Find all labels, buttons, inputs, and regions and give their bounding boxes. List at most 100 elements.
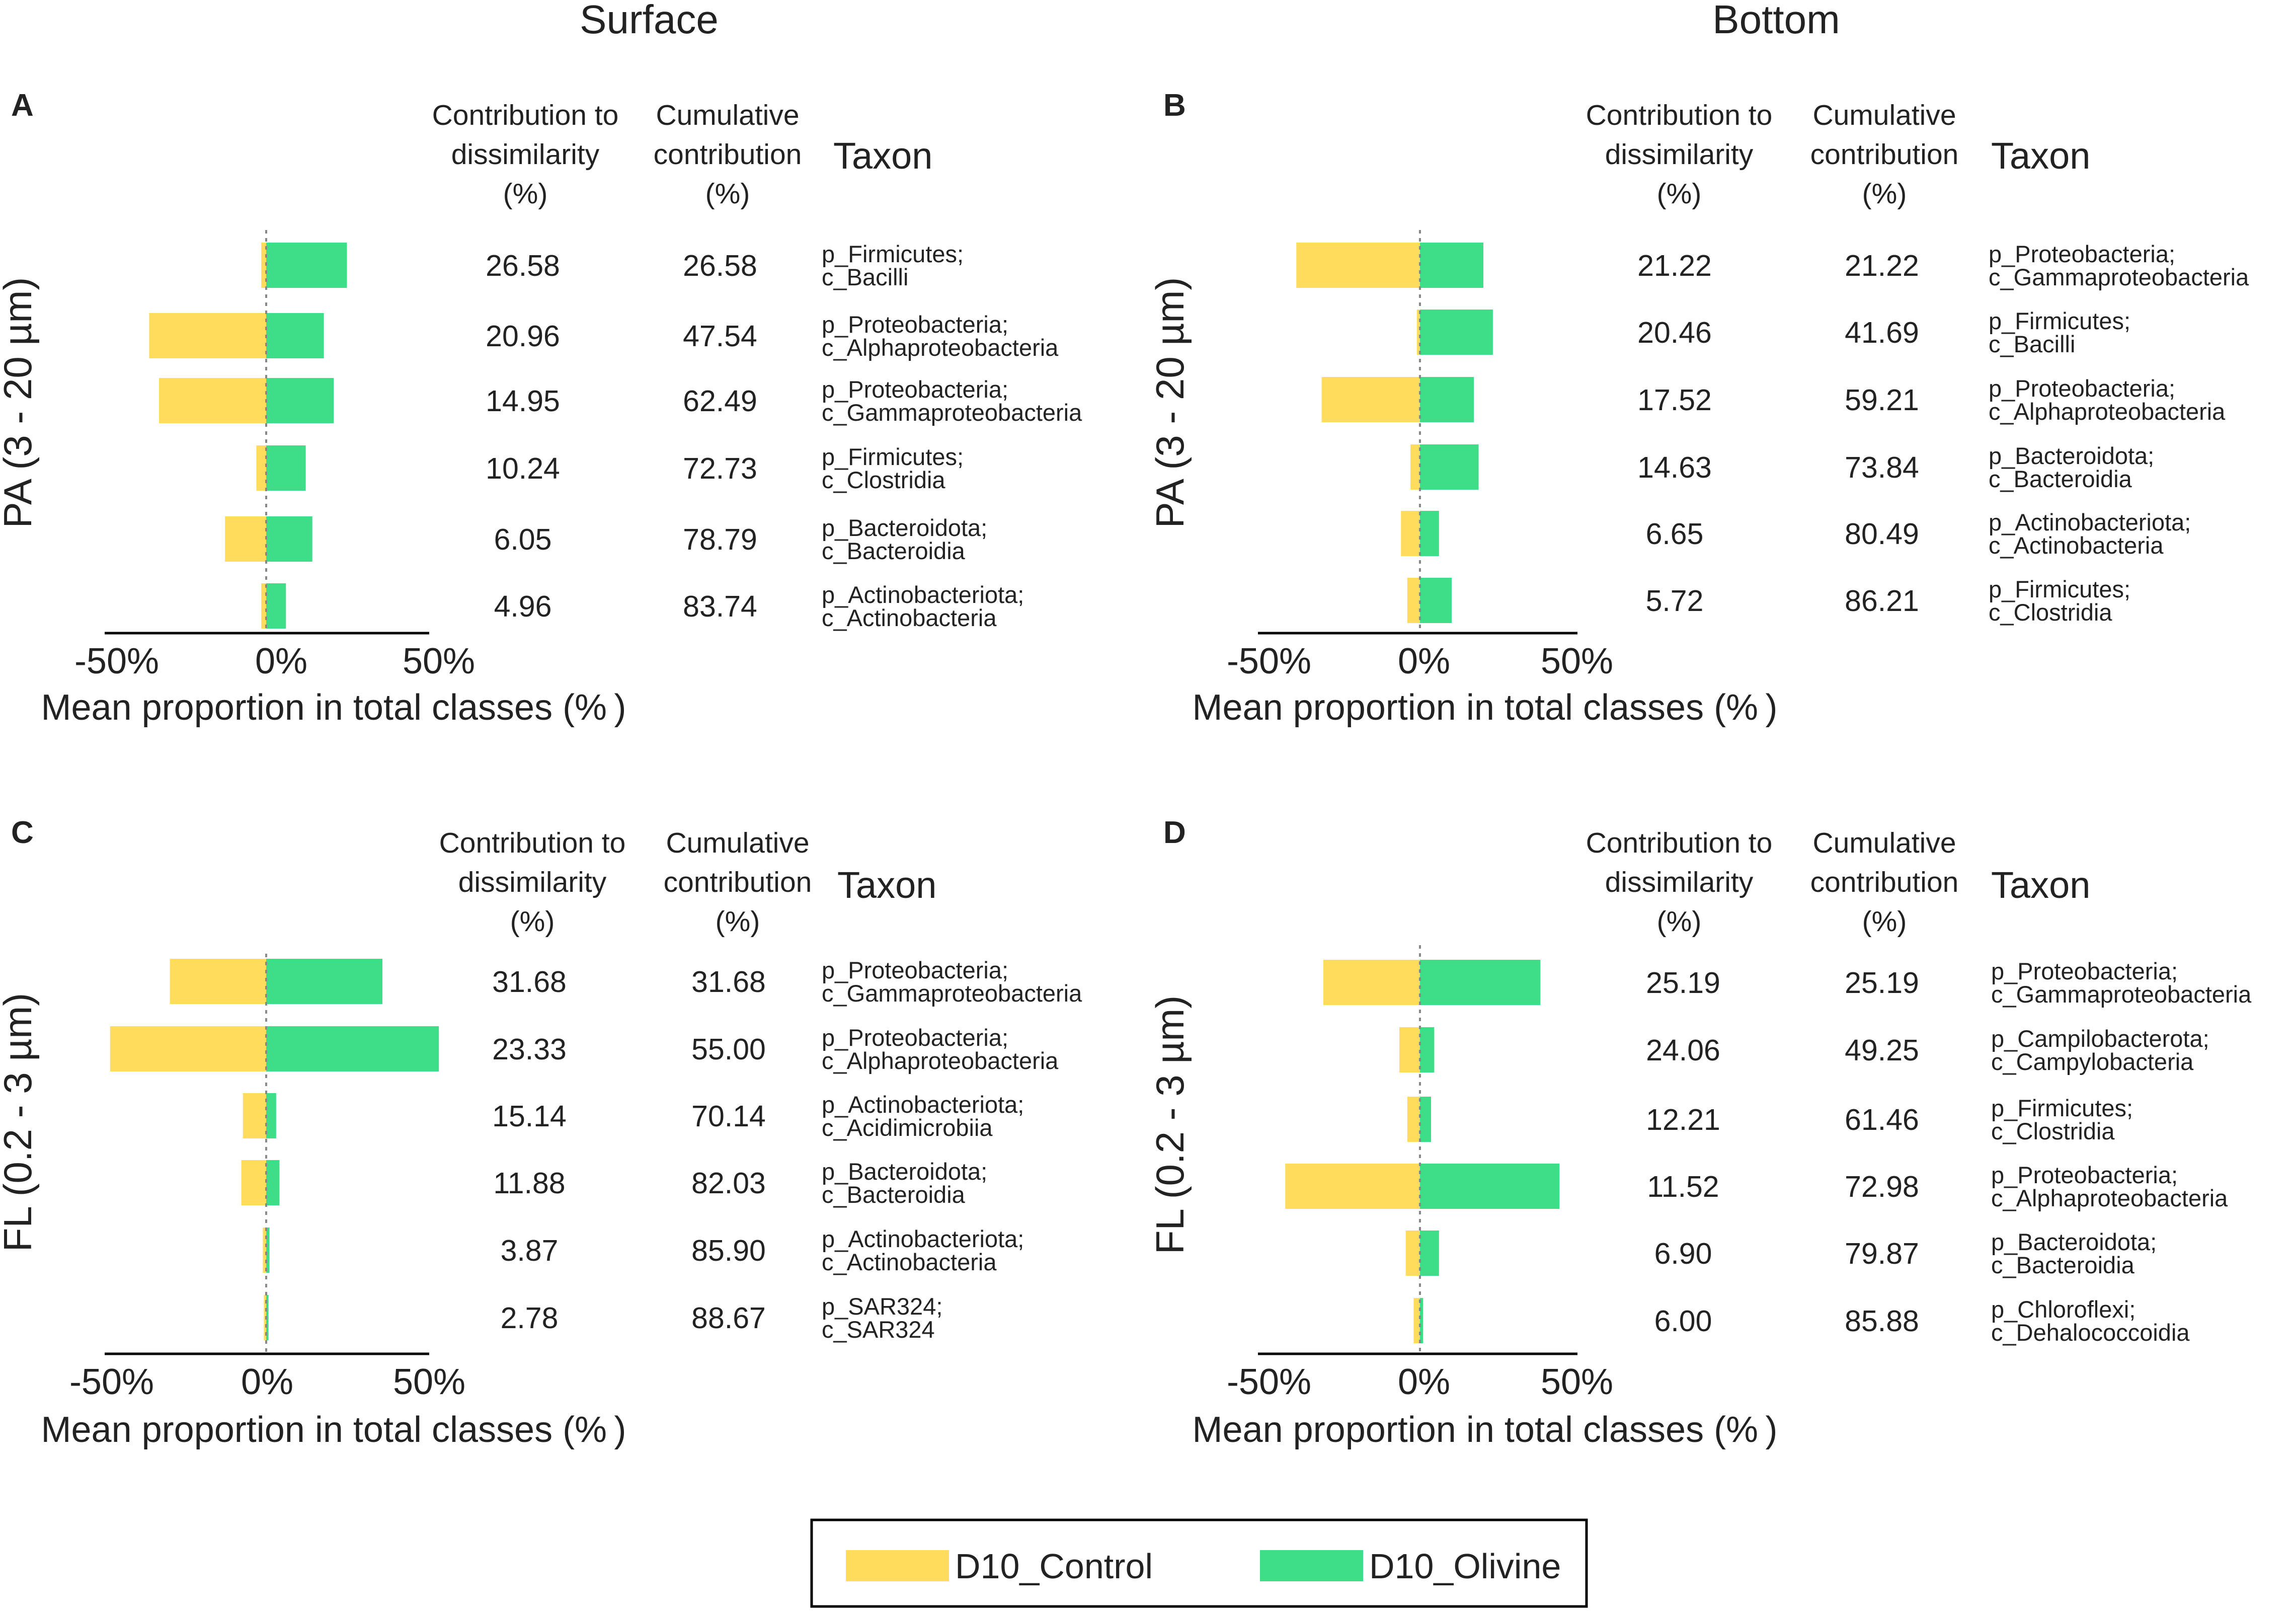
bar-control <box>1416 310 1420 355</box>
panel-c: C FL (0.2 - 3 µm) Contribution to dissimila… <box>0 815 1082 1450</box>
header-contribution-line: (%) <box>510 905 555 938</box>
taxon-class: c_Gammaproteobacteria <box>1989 264 2249 290</box>
x-tick-label: -50% <box>1227 641 1311 681</box>
taxon-class: c_Actinobacteria <box>1989 532 2164 559</box>
header-contribution-line: (%) <box>1657 905 1702 938</box>
panel-a: A PA (3 - 20 µm) Contribution to dissimilar… <box>0 88 1082 728</box>
value-contribution: 12.21 <box>1646 1103 1720 1136</box>
header-cumulative-line: (%) <box>716 905 760 938</box>
legend-box <box>810 1518 1588 1608</box>
value-contribution: 4.96 <box>494 590 552 623</box>
bar-olivine <box>1420 1027 1435 1072</box>
x-axis-label: Mean proportion in total classes (% ) <box>1193 687 1778 728</box>
value-cumulative: 82.03 <box>691 1167 766 1200</box>
x-tick-label: 0% <box>241 1362 293 1402</box>
legend-swatch-control <box>846 1550 949 1581</box>
taxon-phylum: p_Actinobacteriota; <box>822 1091 1024 1118</box>
taxon-class: c_Bacteroidia <box>822 538 966 564</box>
taxon-phylum: p_Actinobacteriota; <box>1989 509 2191 535</box>
value-contribution: 6.65 <box>1646 517 1704 551</box>
bar-olivine <box>266 1295 269 1340</box>
taxon-class: c_Gammaproteobacteria <box>1991 981 2252 1008</box>
value-cumulative: 79.87 <box>1845 1237 1919 1270</box>
bar-control <box>1405 1231 1420 1276</box>
panel-b: B PA (3 - 20 µm) Contribution to dissimilar… <box>1148 88 2249 728</box>
bar-control <box>256 445 266 491</box>
header-contribution-line: dissimilarity <box>1605 866 1754 898</box>
x-axis-label: Mean proportion in total classes (% ) <box>1193 1410 1778 1450</box>
taxon-phylum: p_Bacteroidota; <box>822 1158 987 1185</box>
bar-control <box>264 1295 266 1340</box>
value-cumulative: 31.68 <box>691 965 766 999</box>
header-contribution-line: Contribution to <box>1586 827 1773 859</box>
header-taxon: Taxon <box>1991 135 2090 177</box>
value-cumulative: 61.46 <box>1845 1103 1919 1136</box>
bar-olivine <box>1420 1164 1560 1209</box>
x-tick-label: 50% <box>403 641 475 681</box>
taxon-phylum: p_Actinobacteriota; <box>822 1225 1024 1252</box>
value-cumulative: 88.67 <box>691 1301 766 1335</box>
bar-olivine <box>1420 310 1493 355</box>
bar-olivine <box>1420 243 1483 288</box>
taxon-class: c_Bacilli <box>822 264 908 290</box>
header-contribution-line: dissimilarity <box>1605 138 1754 171</box>
legend-label-olivine: D10_Olivine <box>1369 1547 1561 1586</box>
taxon-phylum: p_Bacteroidota; <box>1989 442 2154 469</box>
header-contribution-line: dissimilarity <box>451 138 600 171</box>
bar-control <box>149 313 266 358</box>
taxon-phylum: p_Firmicutes; <box>1989 576 2130 602</box>
value-cumulative: 85.88 <box>1845 1305 1919 1338</box>
value-cumulative: 70.14 <box>691 1100 766 1133</box>
bar-olivine <box>266 1160 280 1205</box>
value-contribution: 6.00 <box>1654 1305 1712 1338</box>
value-contribution: 20.96 <box>486 320 560 353</box>
bar-control <box>1413 1298 1420 1343</box>
row-label: FL (0.2 - 3 µm) <box>1148 995 1192 1254</box>
bar-control <box>1296 243 1420 288</box>
value-contribution: 6.90 <box>1654 1237 1712 1270</box>
header-cumulative-line: Cumulative <box>1812 827 1956 859</box>
bar-control <box>110 1026 267 1071</box>
bar-control <box>1321 377 1420 422</box>
header-cumulative-line: contribution <box>1810 138 1959 171</box>
legend-label-control: D10_Control <box>955 1547 1153 1586</box>
taxon-phylum: p_Firmicutes; <box>822 241 964 267</box>
header-taxon: Taxon <box>1991 864 2090 906</box>
taxon-class: c_Alphaproteobacteria <box>1989 398 2226 425</box>
bar-control <box>1407 578 1420 623</box>
taxon-class: c_Clostridia <box>1989 599 2112 626</box>
row-label: FL (0.2 - 3 µm) <box>0 993 40 1252</box>
legend: D10_Control D10_Olivine <box>810 1518 1588 1608</box>
value-cumulative: 80.49 <box>1845 517 1919 551</box>
bar-olivine <box>1420 1298 1423 1343</box>
header-taxon: Taxon <box>837 864 936 906</box>
bar-olivine <box>1420 377 1474 422</box>
value-contribution: 26.58 <box>486 249 560 282</box>
value-cumulative: 83.74 <box>683 590 757 623</box>
taxon-phylum: p_Bacteroidota; <box>1991 1229 2157 1255</box>
bar-control <box>241 1160 266 1205</box>
value-cumulative: 41.69 <box>1845 316 1919 349</box>
taxon-phylum: p_Firmicutes; <box>822 443 964 470</box>
bar-olivine <box>266 516 312 562</box>
header-contribution-line: Contribution to <box>432 99 619 131</box>
value-contribution: 6.05 <box>494 523 552 556</box>
bar-control <box>243 1093 266 1138</box>
header-contribution-line: Contribution to <box>439 827 626 859</box>
taxon-class: c_Gammaproteobacteria <box>822 980 1082 1007</box>
value-cumulative: 78.79 <box>683 523 757 556</box>
taxon-phylum: p_Campilobacterota; <box>1991 1025 2209 1052</box>
bar-olivine <box>266 959 382 1004</box>
value-contribution: 11.52 <box>1647 1170 1719 1203</box>
taxon-class: c_Actinobacteria <box>822 1249 997 1275</box>
taxon-phylum: p_Proteobacteria; <box>1991 958 2178 984</box>
taxon-class: c_Alphaproteobacteria <box>1991 1185 2228 1211</box>
header-cumulative-line: (%) <box>1862 178 1907 210</box>
taxon-class: c_Alphaproteobacteria <box>822 1047 1059 1074</box>
value-contribution: 20.46 <box>1637 316 1712 349</box>
row-label: PA (3 - 20 µm) <box>0 277 40 528</box>
value-contribution: 23.33 <box>492 1033 567 1066</box>
taxon-class: c_Bacteroidia <box>1989 466 2132 492</box>
taxon-phylum: p_Proteobacteria; <box>822 957 1008 983</box>
